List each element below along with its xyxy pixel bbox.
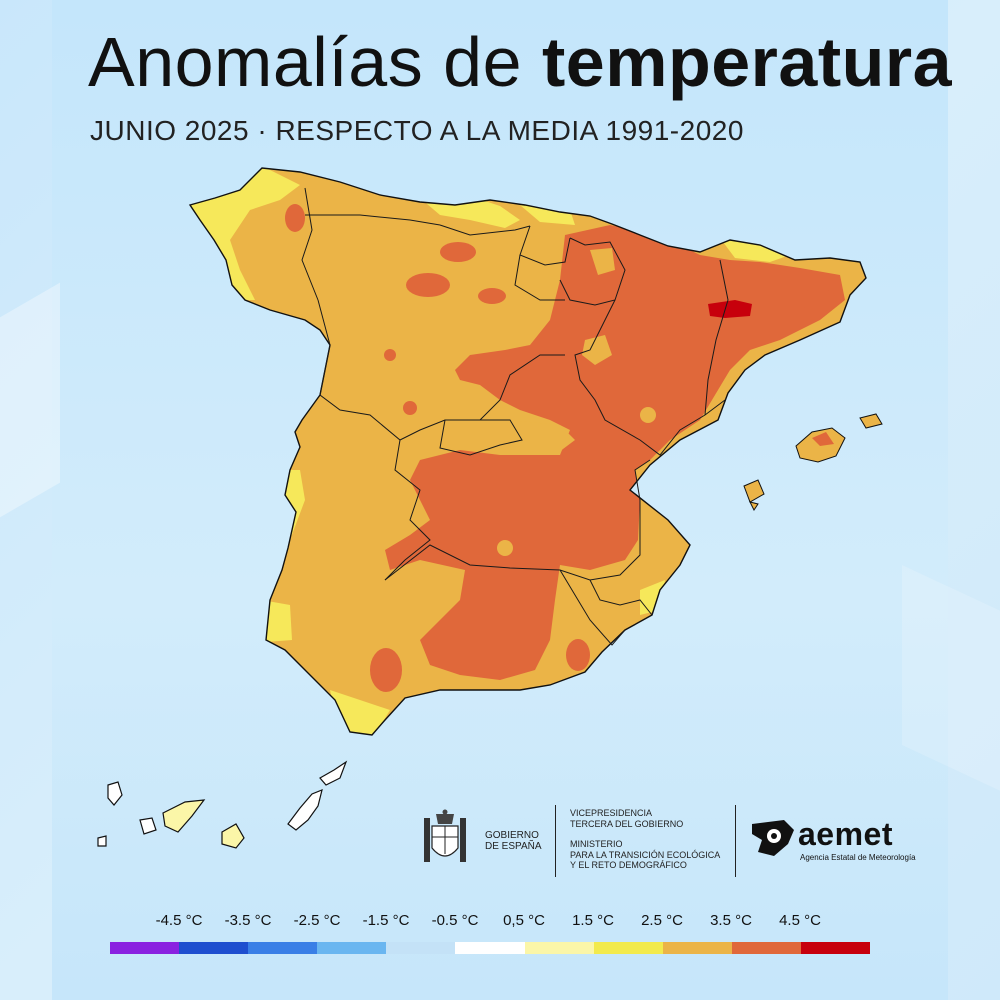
anomaly-patch	[640, 407, 656, 423]
legend-swatch	[110, 942, 180, 954]
gobierno-label: GOBIERNO DE ESPAÑA	[485, 830, 542, 852]
balearic-islands	[743, 413, 883, 511]
anomaly-spot	[285, 204, 305, 232]
anomaly-spot	[370, 648, 402, 692]
canary-islands	[97, 760, 348, 849]
legend-label: -4.5 °C	[155, 912, 203, 929]
island-lanzarote	[319, 760, 348, 786]
legend-labels: -4.5 °C -3.5 °C -2.5 °C -1.5 °C -0.5 °C …	[110, 912, 870, 936]
institutional-logos: GOBIERNO DE ESPAÑA VICEPRESIDENCIA TERCE…	[420, 800, 920, 880]
legend-label: 0,5 °C	[503, 912, 545, 929]
gobierno-line: DE ESPAÑA	[485, 841, 542, 852]
anomaly-spot	[478, 288, 506, 304]
border-aragon-south	[574, 299, 726, 456]
legend-label: -3.5 °C	[224, 912, 272, 929]
ministerio-line	[570, 829, 720, 839]
legend-swatch	[317, 942, 387, 954]
anomaly-patch	[582, 335, 612, 365]
island-gran-canaria	[221, 823, 245, 849]
border-madrid	[439, 419, 523, 456]
anomaly-spot	[384, 349, 396, 361]
anomaly-patch	[590, 248, 615, 275]
island-tenerife	[162, 799, 206, 833]
legend-swatch	[800, 942, 871, 954]
island-ibiza	[743, 479, 765, 503]
ministerio-line: VICEPRESIDENCIA	[570, 808, 653, 818]
divider	[735, 805, 736, 877]
ministerio-label: VICEPRESIDENCIA TERCERA DEL GOBIERNO MIN…	[570, 808, 720, 871]
page-subtitle: JUNIO 2025 · RESPECTO A LA MEDIA 1991-20…	[90, 115, 744, 146]
ministerio-line: MINISTERIO	[570, 839, 623, 849]
anomaly-patch	[497, 540, 513, 556]
legend-color-bar	[110, 942, 871, 954]
page-title: Anomalías de temperatura	[88, 23, 953, 101]
ministerio-line: TERCERA DEL GOBIERNO	[570, 818, 684, 829]
legend-label: -0.5 °C	[431, 912, 479, 929]
anomaly-central-east-orange	[385, 225, 845, 680]
island-la-gomera	[139, 817, 157, 835]
legend-label: 1.5 °C	[572, 912, 614, 929]
island-formentera	[749, 501, 759, 511]
legend-swatch	[386, 942, 456, 954]
border-extremadura	[384, 439, 431, 581]
divider	[555, 805, 556, 877]
island-la-palma	[107, 781, 123, 806]
border-castilla-leon	[317, 299, 565, 441]
island-menorca	[859, 413, 883, 429]
anomaly-spot	[566, 639, 590, 671]
border-cantabria	[439, 224, 531, 236]
spain-coat-of-arms-icon	[424, 809, 466, 862]
aemet-wordmark: aemet	[798, 816, 893, 852]
border-rioja	[514, 254, 565, 301]
legend-label: 3.5 °C	[710, 912, 752, 929]
legend-label: 2.5 °C	[641, 912, 683, 929]
gobierno-line: GOBIERNO	[485, 830, 539, 841]
legend-label: 4.5 °C	[779, 912, 821, 929]
anomaly-spot	[406, 273, 450, 297]
island-mallorca-hotspot	[812, 432, 834, 446]
region-borders	[301, 187, 729, 646]
anomaly-spot	[403, 401, 417, 415]
anomaly-patch	[510, 420, 575, 455]
border-basque	[519, 225, 571, 266]
border-valencia-south	[589, 579, 653, 616]
ministerio-line: Y EL RETO DEMOGRÁFICO	[570, 860, 687, 870]
legend-swatch	[524, 942, 594, 954]
color-legend: -4.5 °C -3.5 °C -2.5 °C -1.5 °C -0.5 °C …	[110, 912, 871, 962]
aemet-fullname: Agencia Estatal de Meteorología	[800, 853, 916, 862]
legend-swatch	[455, 942, 525, 954]
border-navarra	[559, 237, 626, 306]
border-galicia	[301, 187, 319, 301]
legend-swatch	[179, 942, 249, 954]
legend-swatch	[731, 942, 801, 954]
border-catalonia	[704, 259, 729, 416]
island-fuerteventura	[287, 789, 323, 831]
ministerio-line: PARA LA TRANSICIÓN ECOLÓGICA	[570, 849, 721, 860]
legend-swatch	[593, 942, 663, 954]
legend-swatch	[248, 942, 318, 954]
anomaly-spot	[800, 288, 836, 312]
aemet-logo-icon	[752, 820, 794, 856]
border-murcia	[559, 569, 626, 646]
legend-swatch	[662, 942, 732, 954]
legend-label: -1.5 °C	[362, 912, 410, 929]
border-asturias	[305, 214, 441, 226]
anomaly-pyrenees-yellow	[720, 238, 790, 262]
legend-label: -2.5 °C	[293, 912, 341, 929]
anomaly-max-red	[708, 300, 752, 318]
island-el-hierro	[97, 835, 107, 847]
anomaly-spot	[440, 242, 476, 262]
peninsula	[190, 168, 866, 735]
